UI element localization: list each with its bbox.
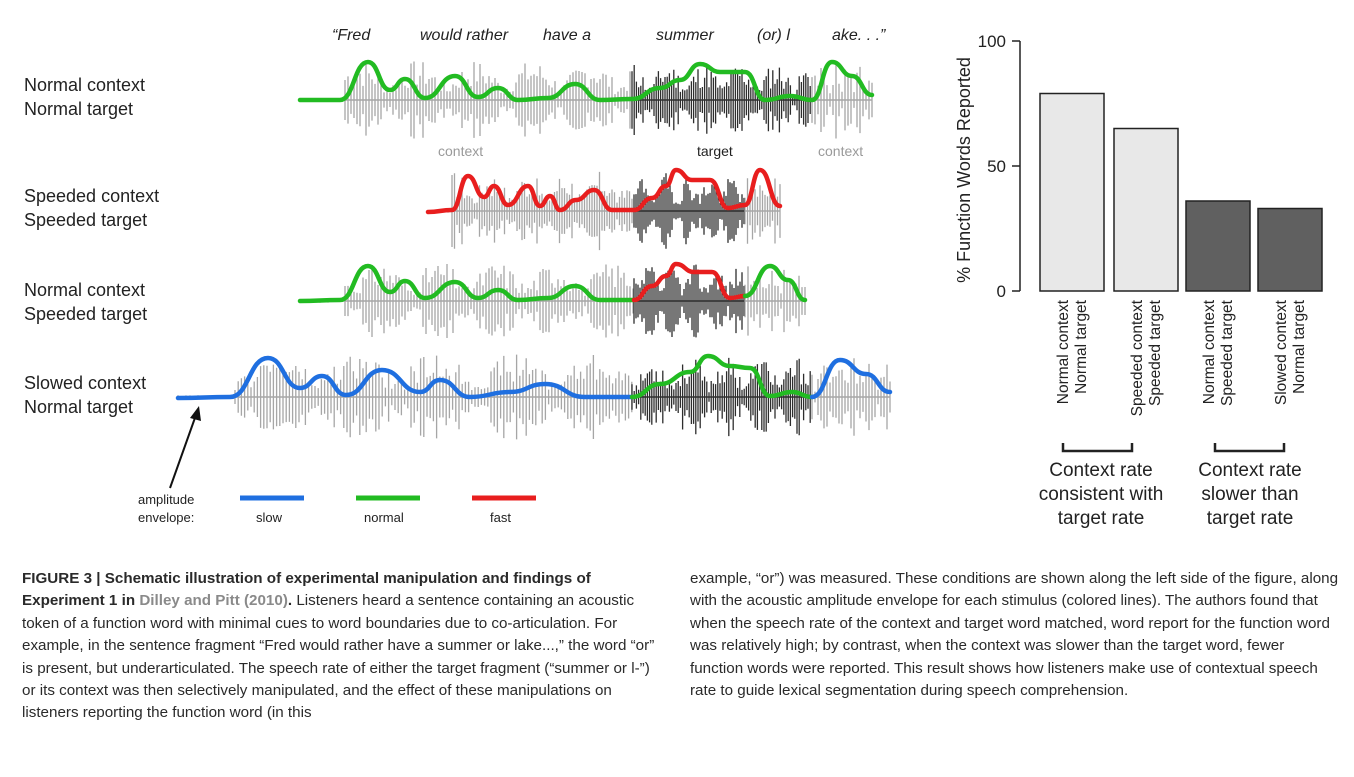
waveform	[744, 266, 806, 336]
y-tick-label: 0	[997, 282, 1006, 301]
caption-body: Listeners heard a sentence containing an…	[22, 592, 655, 722]
figure-3: “Fred would rather have a summer (or) l …	[24, 27, 1323, 529]
waveform	[344, 264, 634, 338]
bar	[1113, 127, 1179, 292]
caption-right-column: example, “or”) was measured. These condi…	[690, 568, 1340, 702]
row-labels: Normal context Normal target Speeded con…	[24, 75, 159, 417]
waveform	[744, 178, 781, 244]
waveform	[633, 173, 745, 249]
group-label: Context rate	[1198, 460, 1302, 481]
waveform	[811, 358, 891, 436]
amplitude-envelope	[809, 357, 893, 400]
waveform-panel	[175, 59, 893, 440]
amplitude-envelope	[631, 261, 748, 303]
group-bracket	[1213, 443, 1286, 453]
row-label: Normal context	[24, 75, 145, 95]
row-label: Slowed context	[24, 373, 146, 393]
sentence-word: have a	[543, 27, 591, 44]
waveform	[811, 61, 873, 139]
sentence-word: would rather	[420, 27, 509, 44]
amplitude-envelope	[629, 353, 815, 400]
group-label: Context rate	[1049, 460, 1153, 481]
y-axis-label: % Function Words Reported	[954, 57, 974, 283]
x-tick-label: Normal context	[1055, 299, 1072, 404]
bar	[1039, 92, 1105, 292]
caption-left-column: FIGURE 3 | Schematic illustration of exp…	[22, 568, 660, 725]
y-tick-label: 50	[987, 157, 1006, 176]
row-label: Speeded target	[24, 210, 147, 230]
legend-label-slow: slow	[256, 510, 283, 525]
figure-label: FIGURE 3	[22, 570, 93, 587]
caption-body: example, “or”) was measured. These condi…	[690, 570, 1339, 700]
legend-title: envelope:	[138, 510, 194, 525]
segment-labels: context target context	[438, 143, 863, 159]
row-label: Normal context	[24, 280, 145, 300]
x-tick-label: Speeded context	[1129, 299, 1146, 416]
waveform	[344, 61, 632, 139]
amplitude-envelope	[742, 263, 808, 303]
group-label: target rate	[1058, 508, 1145, 529]
amplitude-envelope	[297, 263, 637, 304]
row-label: Speeded context	[24, 186, 159, 206]
bar	[1185, 200, 1251, 292]
bar	[1257, 207, 1323, 292]
bar-chart: % Function Words Reported 0 50 100 Normal …	[954, 32, 1323, 529]
group-bracket	[1061, 443, 1134, 453]
legend-label-fast: fast	[490, 510, 511, 525]
group-label: target rate	[1207, 508, 1294, 529]
waveform	[633, 264, 745, 338]
group-label: consistent with	[1039, 484, 1164, 505]
sentence-word: ake. . .”	[832, 27, 886, 44]
legend-label-normal: normal	[364, 510, 404, 525]
waveform	[451, 171, 634, 251]
caption-title-end: .	[287, 592, 293, 610]
row-label: Normal target	[24, 397, 133, 417]
row-label: Speeded target	[24, 304, 147, 324]
group-label: slower than	[1201, 484, 1298, 505]
citation-link[interactable]: Dilley and Pitt (2010)	[139, 592, 288, 610]
amplitude-envelope	[175, 355, 635, 401]
caption-title: Schematic illustration of experimental m…	[22, 570, 591, 610]
segment-label-target: target	[697, 143, 733, 159]
sentence-word: “Fred	[332, 27, 371, 44]
sentence-word: summer	[656, 27, 714, 44]
envelope-legend: amplitude envelope: slow normal fast	[138, 492, 536, 525]
x-tick-label: Speeded target	[1219, 299, 1236, 406]
segment-label-context: context	[438, 143, 483, 159]
waveform	[631, 65, 812, 135]
y-tick-label: 100	[978, 32, 1006, 51]
envelope-arrow	[169, 406, 201, 489]
x-tick-label: Slowed context	[1273, 299, 1290, 405]
x-tick-label: Speeded target	[1147, 299, 1164, 406]
x-tick-label: Normal target	[1291, 299, 1308, 394]
waveform	[631, 357, 812, 437]
sentence-words: “Fred would rather have a summer (or) l …	[332, 27, 886, 44]
sentence-word: (or) l	[757, 27, 790, 44]
segment-label-context: context	[818, 143, 863, 159]
amplitude-envelope	[425, 167, 783, 215]
caption-separator: |	[92, 570, 105, 587]
amplitude-envelope	[297, 59, 875, 103]
legend-title: amplitude	[138, 492, 194, 507]
row-label: Normal target	[24, 99, 133, 119]
x-tick-label: Normal context	[1201, 299, 1218, 404]
x-tick-label: Normal target	[1073, 299, 1090, 394]
